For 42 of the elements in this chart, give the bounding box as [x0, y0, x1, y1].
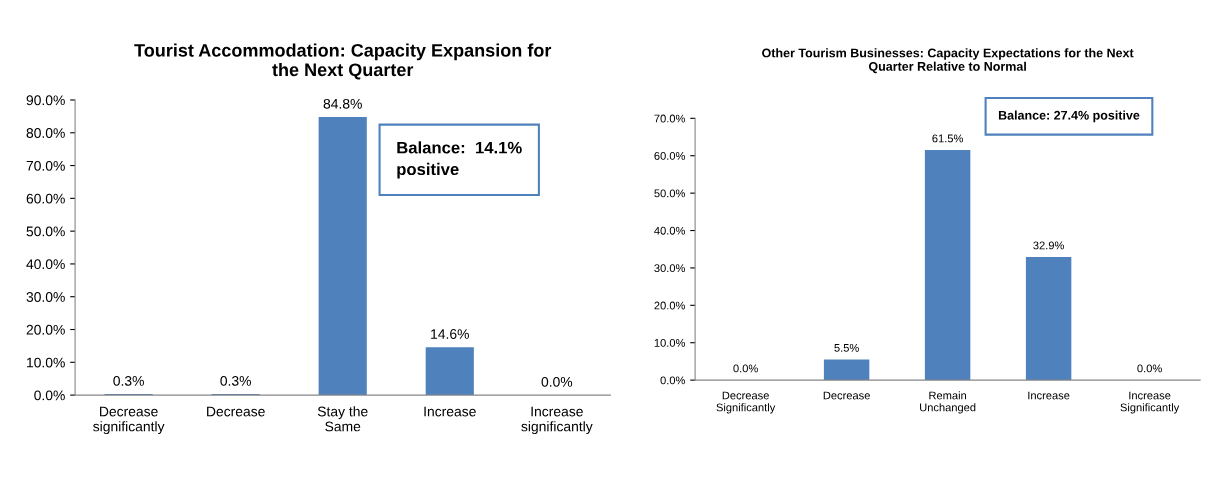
y-tick-label: 40.0%: [26, 259, 65, 270]
x-tick-label: Decrease Significantly: [716, 391, 776, 414]
data-label: 0.0%: [733, 364, 758, 373]
y-tick-label: 20.0%: [26, 324, 65, 335]
data-label: 0.3%: [113, 375, 144, 386]
y-tick-label: 10.0%: [654, 338, 685, 347]
annotation: Balance: 14.1% positive: [397, 141, 522, 179]
y-tick-label: 90.0%: [26, 95, 65, 106]
data-label: 0.0%: [1137, 364, 1162, 373]
x-tick-label: Increase: [1028, 391, 1070, 400]
y-tick-label: 50.0%: [654, 189, 685, 198]
x-tick-label: Remain Unchanged: [920, 391, 976, 414]
data-label: 0.3%: [220, 375, 251, 386]
annotation: Balance: 27.4% positive: [998, 110, 1140, 123]
y-tick-label: 60.0%: [26, 193, 65, 204]
y-tick-label: 70.0%: [26, 160, 65, 171]
x-tick-label: Increase significantly: [521, 406, 593, 435]
x-tick-label: Increase Significantly: [1120, 391, 1180, 414]
y-tick-label: 30.0%: [26, 292, 65, 302]
x-tick-label: Decrease: [823, 391, 870, 400]
y-tick-label: 70.0%: [654, 114, 685, 123]
x-tick-label: Stay the Same: [317, 406, 368, 432]
y-tick-label: 20.0%: [654, 301, 685, 310]
data-label: 61.5%: [932, 134, 963, 143]
y-tick-label: 60.0%: [654, 152, 685, 160]
y-tick-label: 30.0%: [654, 264, 685, 273]
data-label: 0.0%: [541, 376, 573, 387]
y-tick-label: 0.0%: [34, 390, 65, 401]
chart-title: Other Tourism Businesses: Capacity Expectations for the Next Quarter Relative to Normal: [762, 48, 1134, 74]
x-tick-label: Decrease: [207, 406, 265, 417]
y-tick-label: 10.0%: [27, 357, 65, 368]
y-tick-label: 80.0%: [26, 128, 65, 138]
data-label: 5.5%: [834, 343, 859, 352]
y-tick-label: 0.0%: [660, 376, 685, 385]
x-tick-label: Increase: [424, 406, 476, 417]
x-tick-label: Decrease significantly: [93, 406, 165, 435]
y-tick-label: 40.0%: [654, 226, 685, 235]
chart-title: Tourist Accommodation: Capacity Expansion for the Next Quarter: [134, 43, 552, 80]
data-label: 32.9%: [1033, 241, 1064, 250]
data-label: 84.8%: [323, 98, 362, 109]
data-label: 14.6%: [431, 329, 469, 339]
y-tick-label: 50.0%: [26, 226, 65, 237]
